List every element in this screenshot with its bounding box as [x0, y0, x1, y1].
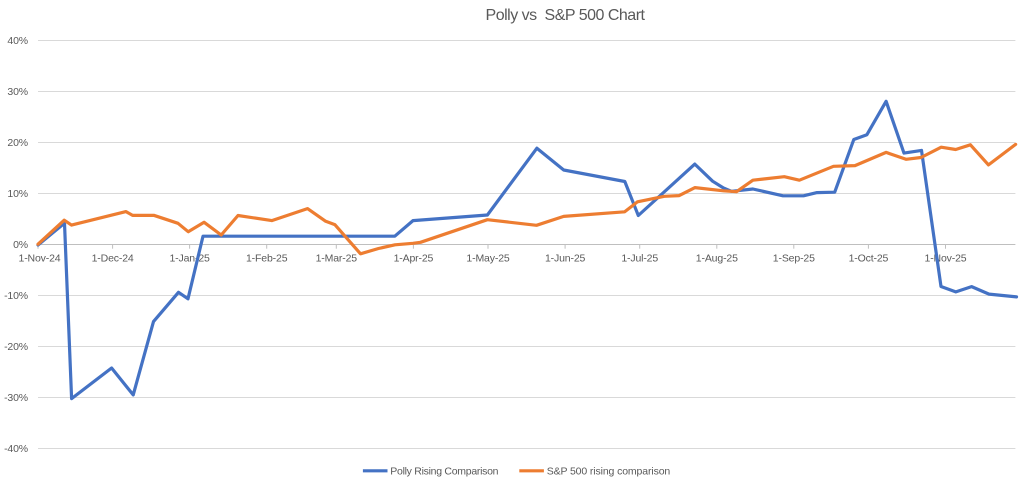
svg-text:40%: 40% [7, 35, 28, 47]
svg-text:1-Dec-24: 1-Dec-24 [92, 253, 134, 265]
svg-text:1-Jan-25: 1-Jan-25 [169, 253, 210, 265]
svg-text:Polly Rising Comparison: Polly Rising Comparison [390, 466, 498, 478]
svg-text:0%: 0% [13, 239, 28, 251]
svg-text:S&P 500 rising comparison: S&P 500 rising comparison [547, 466, 671, 478]
svg-text:1-Nov-25: 1-Nov-25 [925, 253, 967, 265]
svg-text:-10%: -10% [4, 290, 28, 302]
svg-text:30%: 30% [7, 86, 28, 98]
svg-text:1-May-25: 1-May-25 [466, 253, 509, 265]
svg-text:1-Apr-25: 1-Apr-25 [394, 253, 434, 265]
svg-text:1-Sep-25: 1-Sep-25 [773, 253, 815, 265]
svg-text:10%: 10% [7, 188, 28, 200]
svg-text:20%: 20% [7, 137, 28, 149]
svg-text:1-Jun-25: 1-Jun-25 [545, 253, 586, 265]
svg-text:1-Oct-25: 1-Oct-25 [849, 253, 889, 265]
svg-text:-40%: -40% [4, 443, 28, 455]
svg-text:1-Feb-25: 1-Feb-25 [246, 253, 288, 265]
svg-text:-30%: -30% [4, 392, 28, 404]
svg-text:1-Mar-25: 1-Mar-25 [316, 253, 358, 265]
svg-text:1-Jul-25: 1-Jul-25 [621, 253, 658, 265]
svg-text:-20%: -20% [4, 341, 28, 353]
svg-text:1-Nov-24: 1-Nov-24 [19, 253, 61, 265]
svg-text:1-Aug-25: 1-Aug-25 [696, 253, 738, 265]
svg-text:Polly vs S&P 500 Chart: Polly vs S&P 500 Chart [486, 7, 646, 24]
